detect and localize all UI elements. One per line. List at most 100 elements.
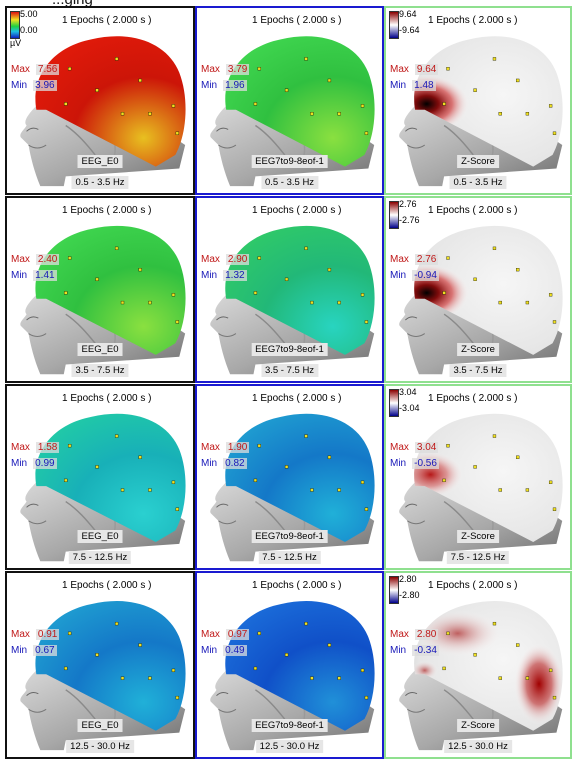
scale-unit: µV [10, 38, 22, 48]
max-readout: Max 3.79 [201, 64, 250, 75]
scalp-map [414, 225, 563, 355]
scalp-map [35, 413, 186, 542]
min-readout: Min 0.99 [11, 458, 57, 469]
frequency-band-label: 3.5 - 7.5 Hz [449, 364, 507, 377]
zscore-colorbar [389, 576, 399, 604]
scalp-map [35, 36, 186, 167]
max-value: 1.90 [225, 442, 250, 453]
topomap-panel[interactable]: 1 Epochs ( 2.000 s ) Max 0.97 Min 0.49 EEG7to… [195, 571, 384, 759]
scalp-map [225, 601, 375, 731]
epoch-title: 1 Epochs ( 2.000 s ) [62, 393, 152, 404]
condition-label: EEG7to9-8eof-1 [251, 530, 328, 543]
frequency-band-label: 0.5 - 3.5 Hz [449, 176, 507, 189]
epoch-title: 1 Epochs ( 2.000 s ) [252, 393, 342, 404]
condition-label: Z-Score [457, 155, 499, 168]
max-value: 2.90 [225, 254, 250, 265]
topomap-panel[interactable]: 1 Epochs ( 2.000 s ) Max 1.58 Min 0.99 EEG_E0… [5, 384, 195, 570]
min-value: -0.56 [412, 458, 439, 469]
min-value: 3.96 [33, 80, 57, 91]
scalp-map [414, 36, 563, 167]
scalp-map [225, 413, 375, 542]
zscore-colorbar [389, 389, 399, 417]
frequency-band-label: 7.5 - 12.5 Hz [258, 551, 321, 564]
topographic-map-grid: 1 Epochs ( 2.000 s ) Max 7.56 Min 3.96 EEG_E0… [5, 6, 572, 759]
epoch-title: 1 Epochs ( 2.000 s ) [62, 580, 152, 591]
min-readout: Min 0.82 [201, 458, 247, 469]
topomap-panel[interactable]: 1 Epochs ( 2.000 s ) Max 2.80 Min -0.34 Z-Sco… [384, 571, 572, 759]
electrode-markers [64, 621, 180, 700]
scale-max: 3.04 [399, 387, 417, 397]
scale-max: 5.00 [20, 9, 38, 19]
scale-min: -2.80 [399, 590, 420, 600]
electrode-markers [64, 434, 180, 511]
min-readout: Min 1.96 [201, 80, 247, 91]
max-readout: Max 3.04 [390, 442, 439, 453]
condition-label: EEG7to9-8eof-1 [251, 343, 328, 356]
electrode-markers [442, 246, 557, 324]
max-value: 3.79 [225, 64, 250, 75]
min-readout: Min -0.34 [390, 645, 439, 656]
topomap-panel[interactable]: 1 Epochs ( 2.000 s ) Max 1.90 Min 0.82 EEG7to… [195, 384, 384, 570]
frequency-band-label: 7.5 - 12.5 Hz [68, 551, 132, 564]
max-value: 2.76 [414, 254, 439, 265]
epoch-title: 1 Epochs ( 2.000 s ) [428, 205, 518, 216]
max-value: 7.56 [35, 64, 60, 75]
min-readout: Min -0.56 [390, 458, 439, 469]
scale-max: 2.76 [399, 199, 417, 209]
frequency-band-label: 12.5 - 30.0 Hz [66, 740, 134, 753]
max-value: 1.58 [35, 442, 60, 453]
max-readout: Max 0.91 [11, 629, 60, 640]
topomap-panel[interactable]: 1 Epochs ( 2.000 s ) Max 9.64 Min 1.48 Z-Scor… [384, 6, 572, 195]
epoch-title: 1 Epochs ( 2.000 s ) [62, 15, 152, 26]
epoch-title: 1 Epochs ( 2.000 s ) [252, 580, 342, 591]
electrode-markers [442, 434, 557, 511]
electrode-markers [253, 246, 369, 324]
electrode-markers [253, 621, 369, 700]
min-readout: Min 0.67 [11, 645, 57, 656]
scale-min: -2.76 [399, 215, 420, 225]
min-value: 1.32 [223, 270, 247, 281]
max-readout: Max 9.64 [390, 64, 439, 75]
scale-min: -3.04 [399, 403, 420, 413]
frequency-band-label: 0.5 - 3.5 Hz [71, 176, 129, 189]
condition-label: Z-Score [457, 343, 499, 356]
min-readout: Min 0.49 [201, 645, 247, 656]
topomap-panel[interactable]: 1 Epochs ( 2.000 s ) Max 2.76 Min -0.94 Z-Sco… [384, 196, 572, 383]
min-value: 1.96 [223, 80, 247, 91]
max-readout: Max 2.90 [201, 254, 250, 265]
epoch-title: 1 Epochs ( 2.000 s ) [252, 205, 342, 216]
condition-label: EEG_E0 [77, 530, 123, 543]
scalp-map [225, 36, 375, 167]
electrode-markers [442, 57, 557, 135]
header-fragment: ...ging [0, 0, 577, 8]
scale-max: 9.64 [399, 9, 417, 19]
min-value: 1.48 [412, 80, 436, 91]
electrode-markers [64, 246, 180, 324]
max-readout: Max 7.56 [11, 64, 60, 75]
topomap-panel[interactable]: 1 Epochs ( 2.000 s ) Max 0.91 Min 0.67 EEG_E0… [5, 571, 195, 759]
frequency-band-label: 3.5 - 7.5 Hz [71, 364, 129, 377]
max-value: 2.40 [35, 254, 60, 265]
max-readout: Max 1.58 [11, 442, 60, 453]
frequency-band-label: 12.5 - 30.0 Hz [444, 740, 512, 753]
topomap-panel[interactable]: 1 Epochs ( 2.000 s ) Max 7.56 Min 3.96 EEG_E0… [5, 6, 195, 195]
max-value: 0.91 [35, 629, 60, 640]
scalp-map [414, 601, 563, 731]
min-value: 1.41 [33, 270, 57, 281]
condition-label: Z-Score [457, 530, 499, 543]
epoch-title: 1 Epochs ( 2.000 s ) [62, 205, 152, 216]
condition-label: EEG7to9-8eof-1 [251, 155, 328, 168]
electrode-markers [442, 621, 557, 700]
condition-label: Z-Score [457, 719, 499, 732]
min-readout: Min 1.41 [11, 270, 57, 281]
frequency-band-label: 12.5 - 30.0 Hz [255, 740, 324, 753]
condition-label: EEG7to9-8eof-1 [251, 719, 328, 732]
amplitude-colorbar [10, 11, 20, 39]
max-value: 3.04 [414, 442, 439, 453]
topomap-panel[interactable]: 1 Epochs ( 2.000 s ) Max 3.04 Min -0.56 Z-Sco… [384, 384, 572, 570]
topomap-panel[interactable]: 1 Epochs ( 2.000 s ) Max 3.79 Min 1.96 EEG7to… [195, 6, 384, 195]
max-value: 0.97 [225, 629, 250, 640]
min-value: 0.82 [223, 458, 247, 469]
topomap-panel[interactable]: 1 Epochs ( 2.000 s ) Max 2.90 Min 1.32 EEG7to… [195, 196, 384, 383]
topomap-panel[interactable]: 1 Epochs ( 2.000 s ) Max 2.40 Min 1.41 EEG_E0… [5, 196, 195, 383]
